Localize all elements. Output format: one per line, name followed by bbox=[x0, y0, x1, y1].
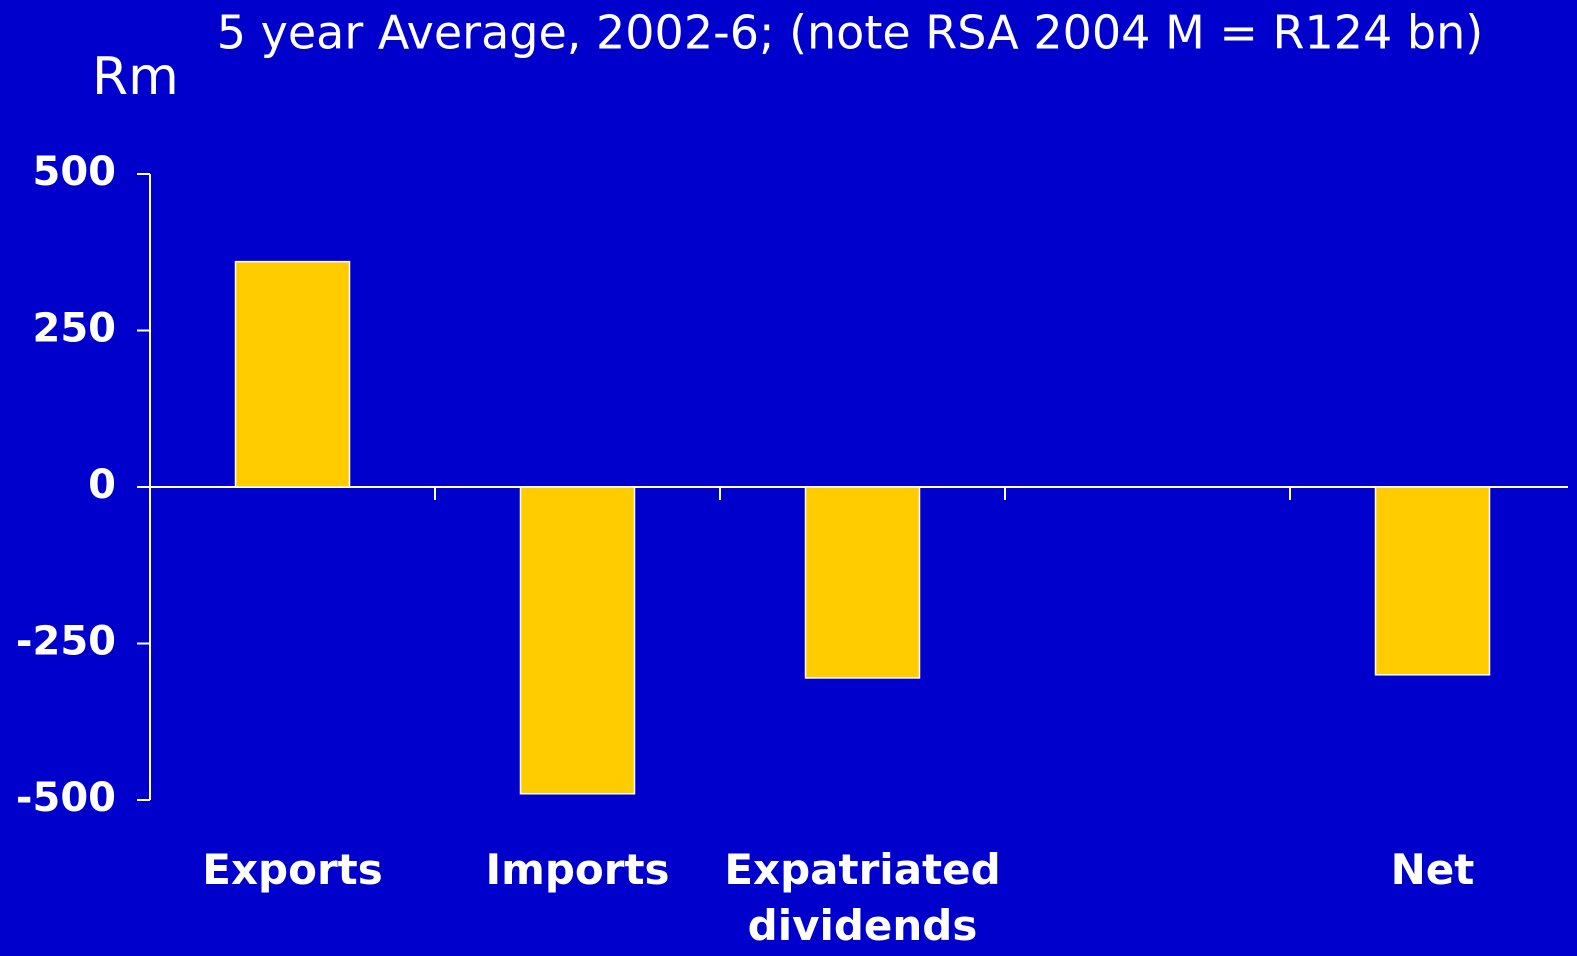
y-tick-label: -250 bbox=[16, 619, 116, 665]
y-tick-label: 250 bbox=[33, 306, 117, 352]
x-tick-label: Exports bbox=[202, 845, 383, 894]
bar bbox=[1374, 486, 1491, 676]
bar bbox=[804, 486, 921, 679]
x-tick-label: Imports bbox=[485, 845, 670, 894]
bar bbox=[519, 486, 636, 795]
bar bbox=[234, 260, 351, 488]
y-axis-label: Rm bbox=[92, 47, 179, 107]
x-tick-label: Expatriated dividends bbox=[724, 845, 1001, 950]
chart-title: 5 year Average, 2002-6; (note RSA 2004 M… bbox=[217, 6, 1483, 60]
y-tick-label: 500 bbox=[33, 149, 117, 195]
x-tick-label: Net bbox=[1390, 845, 1475, 894]
y-tick-label: -500 bbox=[16, 775, 116, 821]
y-tick-label: 0 bbox=[88, 462, 116, 508]
